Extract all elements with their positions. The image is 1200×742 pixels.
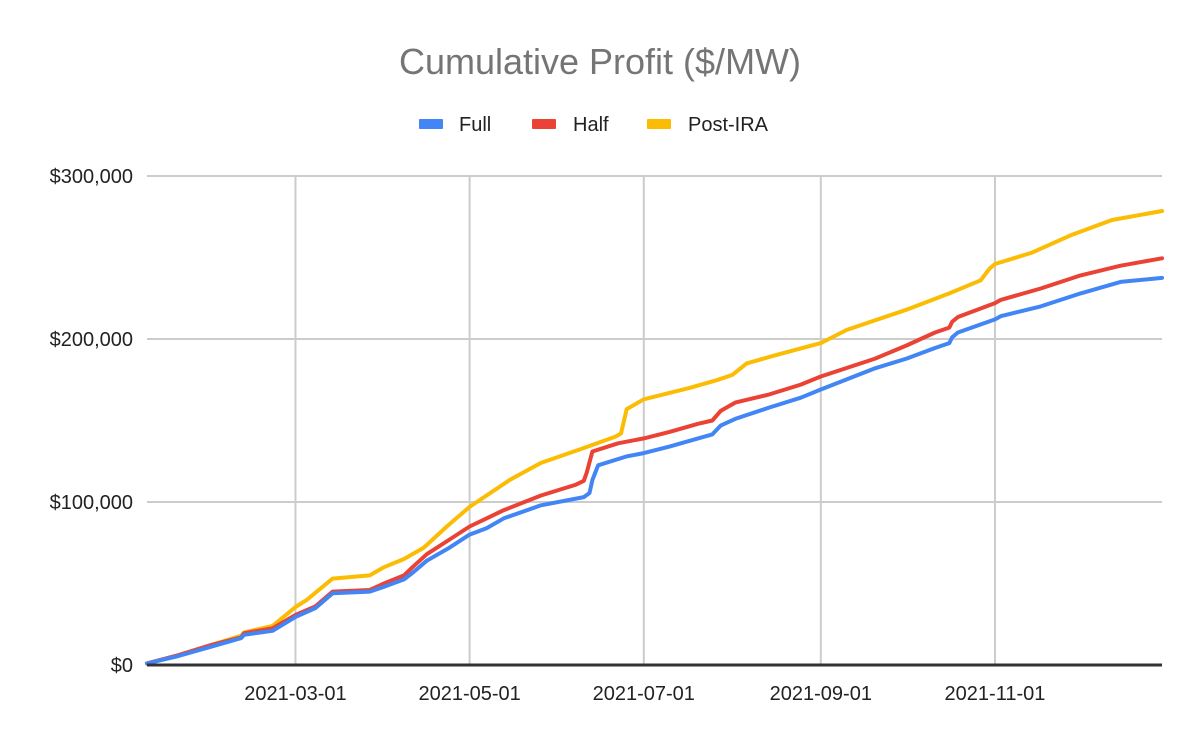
series-lines [145,209,1164,666]
series-line-full [145,275,1164,666]
legend-swatch-post-ira [647,119,671,129]
x-tick-label: 2021-03-01 [244,683,346,705]
x-axis-tick-labels: 2021-03-01 2021-05-01 2021-07-01 2021-09-01… [244,683,1045,705]
vertical-gridlines [294,176,996,665]
legend-item-full[interactable]: Full [419,114,491,136]
legend-label-full: Full [459,114,491,136]
series-line-post-ira [145,209,1164,666]
y-tick-label: $200,000 [50,329,133,351]
y-axis-tick-labels: $0 $100,000 $200,000 $300,000 [50,166,133,677]
x-tick-label: 2021-09-01 [770,683,872,705]
legend-item-half[interactable]: Half [532,114,609,136]
y-tick-label: $100,000 [50,492,133,514]
y-tick-label: $0 [111,655,133,677]
x-tick-label: 2021-07-01 [593,683,695,705]
x-tick-label: 2021-11-01 [945,683,1046,705]
y-tick-label: $300,000 [50,166,133,188]
legend: Full Half Post-IRA [419,114,769,136]
legend-swatch-half [532,119,556,129]
x-tick-label: 2021-05-01 [418,683,520,705]
horizontal-gridlines [147,175,1162,503]
legend-label-half: Half [573,114,609,136]
legend-swatch-full [419,119,443,129]
legend-item-post-ira[interactable]: Post-IRA [647,114,769,136]
legend-label-post-ira: Post-IRA [688,114,769,136]
chart-title: Cumulative Profit ($/MW) [399,41,801,82]
